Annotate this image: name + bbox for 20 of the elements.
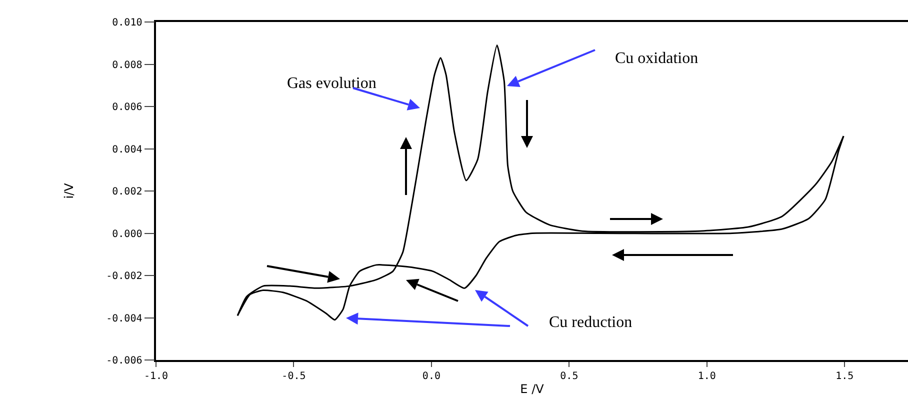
y-tick-label: -0.006 bbox=[106, 356, 142, 366]
annotation: Cu oxidation bbox=[615, 50, 698, 67]
annotation: Gas evolution bbox=[287, 75, 376, 92]
x-tick-label: 1.0 bbox=[698, 370, 716, 382]
annotation: Cu reduction bbox=[549, 314, 632, 331]
y-tick-label: -0.002 bbox=[106, 271, 142, 282]
x-axis-title: E /V bbox=[520, 382, 545, 396]
x-tick-label: -0.5 bbox=[282, 370, 306, 382]
y-tick-label: 0.002 bbox=[112, 186, 142, 198]
x-tick-label: -1.0 bbox=[144, 370, 168, 382]
y-tick-label: 0.004 bbox=[112, 144, 142, 156]
y-tick-label: -0.004 bbox=[106, 313, 142, 324]
y-axis-title: i/V bbox=[62, 182, 76, 199]
y-tick-label: 0.010 bbox=[112, 18, 142, 28]
x-tick-label: 1.5 bbox=[836, 370, 854, 382]
y-tick-label: 0.008 bbox=[112, 60, 142, 71]
x-tick-label: 0.5 bbox=[560, 370, 578, 382]
x-tick-label: 0.0 bbox=[422, 370, 440, 382]
y-tick-label: 0.006 bbox=[112, 102, 142, 113]
y-tick-label: 0.000 bbox=[112, 228, 142, 240]
